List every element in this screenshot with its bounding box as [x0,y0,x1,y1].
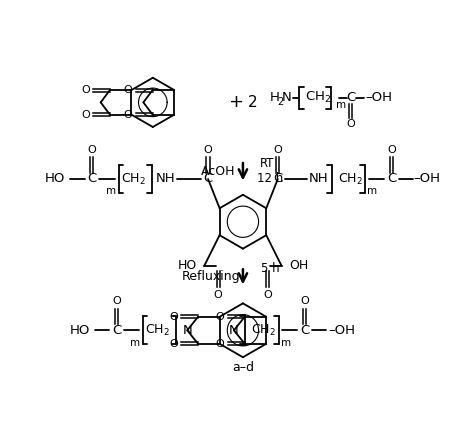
Text: Refluxing: Refluxing [181,270,240,283]
Text: $\mathrm{CH_2}$: $\mathrm{CH_2}$ [121,171,146,187]
Text: O: O [124,110,132,120]
Text: $\mathrm{CH_2}$: $\mathrm{CH_2}$ [146,323,170,338]
Text: C: C [273,173,283,185]
Text: 2: 2 [248,95,258,110]
Text: HO: HO [69,324,90,337]
Text: O: O [273,145,282,155]
Text: m: m [336,100,346,110]
Text: H: H [270,91,280,104]
Text: C: C [203,173,213,185]
Text: C: C [387,173,396,185]
Text: O: O [264,290,272,300]
Text: O: O [81,110,90,120]
Text: O: O [216,339,225,349]
Text: C: C [87,173,96,185]
Text: C: C [300,324,310,337]
Text: O: O [81,85,90,95]
Text: O: O [214,290,222,300]
Text: RT: RT [260,157,274,170]
Text: –OH: –OH [365,91,392,104]
Text: –OH: –OH [414,173,441,185]
Text: HO: HO [178,259,197,272]
Text: $\mathrm{CH_2}$: $\mathrm{CH_2}$ [338,171,363,187]
Text: 12 h: 12 h [257,172,283,185]
Text: a–d: a–d [232,361,254,374]
Text: NH: NH [156,173,175,185]
Text: N: N [282,91,292,104]
Text: N: N [229,324,239,337]
Text: C: C [112,324,121,337]
Text: m: m [281,337,292,347]
Text: O: O [204,145,212,155]
Text: –OH: –OH [328,324,355,337]
Text: O: O [301,296,309,306]
Text: $\mathrm{CH_2}$: $\mathrm{CH_2}$ [251,323,276,338]
Text: O: O [124,85,132,95]
Text: O: O [87,145,96,155]
Text: m: m [106,186,116,196]
Text: AcOH: AcOH [201,165,236,178]
Text: O: O [169,339,178,349]
Text: $\mathrm{CH_2}$: $\mathrm{CH_2}$ [305,90,331,106]
Text: OH: OH [289,259,308,272]
Text: O: O [216,312,225,322]
Text: O: O [112,296,121,306]
Text: N: N [182,324,192,337]
Text: m: m [367,186,378,196]
Text: 5 h: 5 h [261,262,279,275]
Text: O: O [169,312,178,322]
Text: 2: 2 [278,97,284,107]
Text: NH: NH [309,173,328,185]
Text: HO: HO [45,173,65,185]
Text: +: + [228,93,243,111]
Text: O: O [346,119,355,129]
Text: C: C [346,91,356,104]
Text: m: m [130,337,140,347]
Text: O: O [387,145,396,155]
